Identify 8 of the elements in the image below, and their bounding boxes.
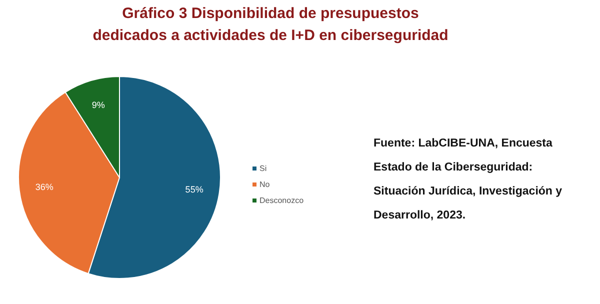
source-note: Fuente: LabCIBE-UNA, Encuesta Estado de la Ciberseguridad: Situación Jurídica, Investigación y Desarrollo, 2023. — [374, 138, 563, 222]
legend-label: Desconozco — [260, 196, 304, 205]
legend-label: No — [260, 180, 270, 189]
chart-title: Gráfico 3 Disponibilidad de presupuestos dedicados a actividades de I+D en ciberseguridad — [92, 5, 448, 44]
data-label: 55% — [185, 184, 204, 194]
data-label: 36% — [35, 182, 54, 192]
legend-label: Si — [260, 164, 267, 173]
data-label: 9% — [92, 100, 105, 110]
